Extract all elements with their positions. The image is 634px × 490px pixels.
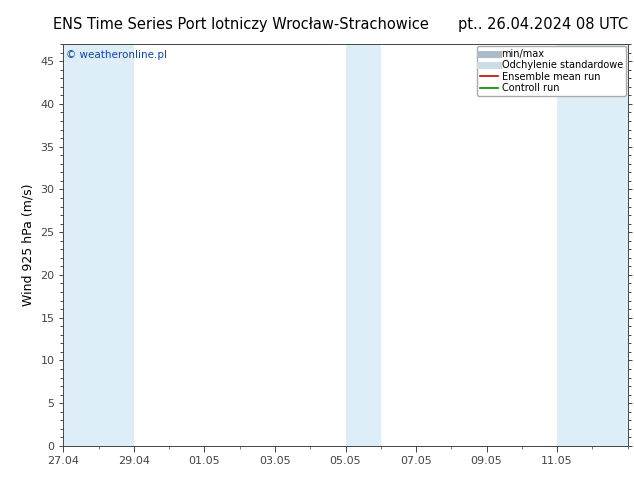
Legend: min/max, Odchylenie standardowe, Ensemble mean run, Controll run: min/max, Odchylenie standardowe, Ensembl…: [477, 46, 626, 96]
Y-axis label: Wind 925 hPa (m/s): Wind 925 hPa (m/s): [22, 184, 35, 306]
Bar: [63, 44, 134, 446]
Bar: [346, 44, 381, 446]
Text: © weatheronline.pl: © weatheronline.pl: [66, 50, 167, 60]
Text: ENS Time Series Port lotniczy Wrocław-Strachowice: ENS Time Series Port lotniczy Wrocław-St…: [53, 17, 429, 32]
Bar: [557, 44, 628, 446]
Text: pt.. 26.04.2024 08 UTC: pt.. 26.04.2024 08 UTC: [458, 17, 628, 32]
